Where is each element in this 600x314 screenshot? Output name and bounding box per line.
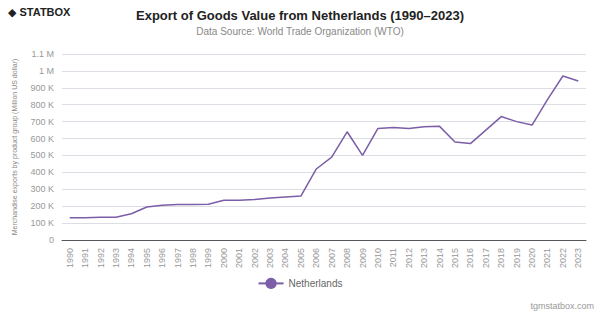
svg-text:800 K: 800 K: [30, 100, 54, 110]
svg-text:◆ STATBOX: ◆ STATBOX: [8, 6, 71, 18]
svg-text:0: 0: [49, 235, 54, 245]
svg-text:2020: 2020: [527, 248, 537, 268]
svg-text:400 K: 400 K: [30, 167, 54, 177]
svg-text:2011: 2011: [388, 248, 398, 267]
svg-text:700 K: 700 K: [30, 117, 54, 127]
svg-text:600 K: 600 K: [30, 134, 54, 144]
svg-text:1994: 1994: [126, 248, 136, 268]
svg-text:2003: 2003: [265, 248, 275, 268]
svg-text:1997: 1997: [173, 248, 183, 268]
svg-text:2001: 2001: [234, 248, 244, 268]
svg-text:1991: 1991: [80, 248, 90, 268]
svg-text:1 M: 1 M: [39, 66, 54, 76]
svg-text:2016: 2016: [465, 248, 475, 268]
svg-text:2009: 2009: [358, 248, 368, 268]
svg-text:900 K: 900 K: [30, 83, 54, 93]
svg-text:2008: 2008: [342, 248, 352, 268]
svg-text:300 K: 300 K: [30, 184, 54, 194]
svg-text:1.1 M: 1.1 M: [31, 49, 54, 59]
svg-text:2007: 2007: [327, 248, 337, 268]
svg-text:1995: 1995: [142, 248, 152, 268]
svg-text:1992: 1992: [96, 248, 106, 268]
svg-text:2005: 2005: [296, 248, 306, 268]
svg-text:1990: 1990: [65, 248, 75, 268]
svg-text:Merchandise exports by product: Merchandise exports by product group (Mi…: [11, 59, 19, 236]
svg-text:100 K: 100 K: [30, 218, 54, 228]
svg-text:200 K: 200 K: [30, 201, 54, 211]
svg-text:1996: 1996: [157, 248, 167, 268]
svg-text:2004: 2004: [280, 248, 290, 268]
svg-text:2019: 2019: [512, 248, 522, 268]
svg-text:2002: 2002: [250, 248, 260, 268]
svg-text:2013: 2013: [419, 248, 429, 268]
svg-text:2010: 2010: [373, 248, 383, 268]
svg-text:Data Source: World Trade Organ: Data Source: World Trade Organization (W…: [196, 26, 404, 37]
svg-text:500 K: 500 K: [30, 150, 54, 160]
svg-text:Netherlands: Netherlands: [289, 278, 343, 289]
svg-text:2023: 2023: [573, 248, 583, 268]
svg-text:2006: 2006: [311, 248, 321, 268]
svg-text:Export of Goods Value from Net: Export of Goods Value from Netherlands (…: [136, 8, 464, 23]
svg-text:2022: 2022: [558, 248, 568, 268]
svg-text:2015: 2015: [450, 248, 460, 268]
svg-text:1999: 1999: [203, 248, 213, 268]
svg-text:2017: 2017: [481, 248, 491, 268]
svg-text:2014: 2014: [435, 248, 445, 268]
svg-text:2018: 2018: [496, 248, 506, 268]
svg-text:1993: 1993: [111, 248, 121, 268]
svg-text:2021: 2021: [542, 248, 552, 268]
svg-text:2012: 2012: [404, 248, 414, 268]
svg-text:1998: 1998: [188, 248, 198, 268]
svg-text:tgmstatbox.com: tgmstatbox.com: [530, 301, 594, 311]
svg-text:2000: 2000: [219, 248, 229, 268]
